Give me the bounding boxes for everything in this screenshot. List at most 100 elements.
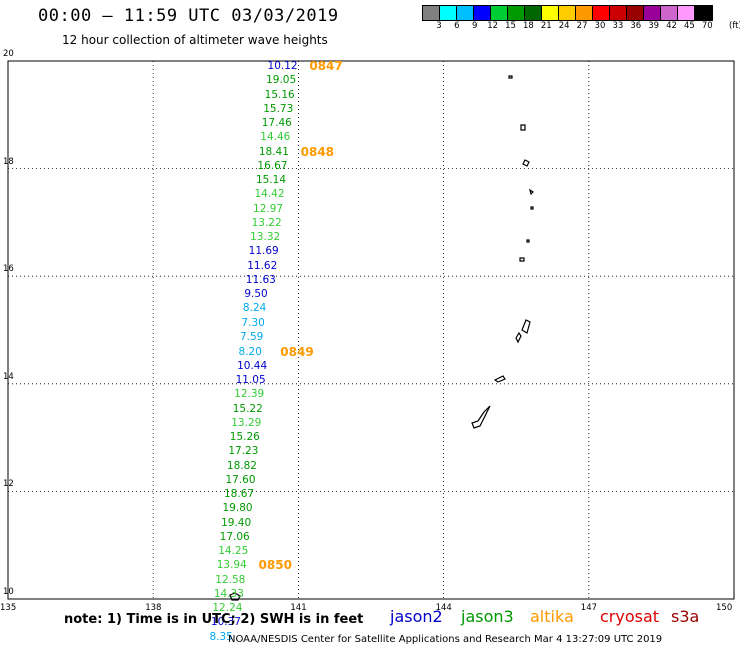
- colorbar-swatch: [644, 6, 661, 20]
- uracas-island: [508, 75, 513, 79]
- wave-height-value: 12.24: [212, 602, 243, 615]
- colorbar-label: 39: [648, 21, 660, 31]
- lat-tick-label: 20: [3, 49, 14, 59]
- wave-height-value: 15.73: [263, 102, 294, 115]
- wave-height-value: 11.63: [245, 273, 276, 286]
- colorbar-swatch: [542, 6, 559, 20]
- lat-tick-label: 14: [3, 371, 14, 382]
- wave-height-value: 19.05: [266, 74, 297, 87]
- wave-height-value: 8.35: [209, 630, 233, 643]
- colorbar: [422, 5, 713, 21]
- wave-height-value: 8.24: [242, 302, 267, 315]
- colorbar-label: 70: [701, 21, 713, 31]
- colorbar-swatch: [457, 6, 474, 20]
- colorbar-swatch: [559, 6, 576, 20]
- colorbar-swatch: [423, 6, 440, 20]
- colorbar-label: 21: [540, 21, 552, 31]
- wave-height-value: 7.30: [241, 317, 265, 329]
- lat-tick-label: 18: [3, 156, 14, 167]
- footer-note: note: 1) Time is in UTC; 2) SWH is in fe…: [64, 612, 364, 627]
- colorbar-swatch: [695, 6, 712, 20]
- pass-time-label: 0849: [280, 344, 314, 359]
- colorbar-swatch: [678, 6, 695, 20]
- colorbar-label: 24: [558, 21, 570, 31]
- colorbar-label: 33: [612, 21, 624, 31]
- colorbar-labels: 3 6 9 12 15 18 21 24 27 30 33 36 39 42 45 70: [422, 21, 716, 31]
- colorbar-label: 9: [472, 21, 478, 31]
- colorbar-label: 30: [594, 21, 606, 31]
- wave-height-value: 14.42: [254, 188, 285, 201]
- colorbar-label: 12: [487, 21, 499, 31]
- colorbar-swatch: [593, 6, 610, 20]
- lon-tick-label: 138: [145, 603, 162, 613]
- wave-height-value: 8.20: [238, 345, 262, 358]
- tinian-island: [515, 331, 522, 344]
- wave-height-value: 15.26: [229, 431, 260, 444]
- wave-height-value: 13.94: [216, 559, 247, 572]
- colorbar-swatch: [491, 6, 508, 20]
- colorbar-label: 36: [630, 21, 642, 31]
- pagan-island: [522, 159, 530, 167]
- wave-height-value: 17.46: [261, 117, 292, 130]
- lon-tick-label: 144: [435, 603, 452, 613]
- alamagan-island: [529, 188, 534, 196]
- lat-tick-label: 12: [3, 479, 14, 490]
- page-title: 00:00 — 11:59 UTC 03/03/2019: [38, 6, 339, 26]
- anatahan-island: [519, 257, 525, 262]
- pass-time-label: 0850: [258, 558, 292, 573]
- wave-height-value: 11.05: [235, 374, 266, 387]
- colorbar-swatch: [576, 6, 593, 20]
- colorbar-swatch: [627, 6, 644, 20]
- colorbar-label: 18: [522, 21, 534, 31]
- wave-height-value: 19.40: [221, 516, 252, 529]
- lon-tick-label: 147: [580, 603, 598, 613]
- pass-time-label: 0847: [309, 59, 343, 74]
- wave-height-value: 19.80: [222, 502, 253, 515]
- lon-tick-label: 141: [290, 603, 307, 613]
- agrihan-island: [520, 124, 526, 131]
- wave-height-value: 9.50: [244, 288, 268, 301]
- wave-height-value: 7.59: [239, 330, 264, 343]
- rota-island: [493, 375, 506, 383]
- wave-height-value: 12.97: [253, 202, 284, 215]
- colorbar-label: 27: [576, 21, 588, 31]
- wave-height-value: 17.23: [228, 445, 259, 458]
- lon-tick-label: 150: [716, 603, 733, 613]
- wave-height-value: 10.44: [237, 359, 268, 372]
- legend-item-altika: altika: [530, 607, 574, 626]
- colorbar-swatch: [440, 6, 457, 20]
- wave-height-value: 13.22: [251, 216, 282, 229]
- colorbar-label: 6: [454, 21, 460, 31]
- legend-item-jason2: jason2: [390, 607, 443, 626]
- wave-height-value: 17.60: [225, 473, 256, 486]
- wave-height-value: 15.22: [232, 402, 263, 415]
- colorbar-swatch: [508, 6, 525, 20]
- colorbar-label: 45: [684, 21, 695, 31]
- footer-credit: NOAA/NESDIS Center for Satellite Applica…: [228, 634, 663, 645]
- colorbar-swatch: [661, 6, 678, 20]
- colorbar-swatch: [525, 6, 542, 20]
- lat-tick-label: 16: [3, 264, 14, 275]
- legend-item-jason3: jason3: [461, 607, 514, 626]
- wave-height-value: 15.16: [264, 88, 295, 101]
- wave-height-value: 10.37: [210, 616, 241, 629]
- wave-height-value: 11.69: [248, 245, 279, 258]
- wave-height-value: 18.41: [258, 145, 289, 158]
- page-subtitle: 12 hour collection of altimeter wave hei…: [62, 33, 328, 47]
- small-island-south: [229, 592, 241, 601]
- coastlines: [229, 75, 534, 601]
- colorbar-label: 3: [436, 21, 442, 31]
- wave-height-value: 12.58: [215, 573, 246, 586]
- lon-tick-label: 135: [0, 603, 17, 613]
- map-gridlines: [8, 61, 734, 599]
- colorbar-unit: (ft): [729, 21, 740, 31]
- wave-height-value: 10.12: [267, 60, 298, 73]
- pass-time-label: 0848: [300, 144, 335, 159]
- map-frame: [7, 60, 735, 600]
- colorbar-label: 42: [666, 21, 677, 31]
- wave-height-value: 12.39: [234, 388, 265, 401]
- legend-item-cryosat: cryosat: [600, 607, 660, 626]
- wave-height-value: 14.33: [213, 587, 244, 600]
- saipan-island: [521, 319, 531, 334]
